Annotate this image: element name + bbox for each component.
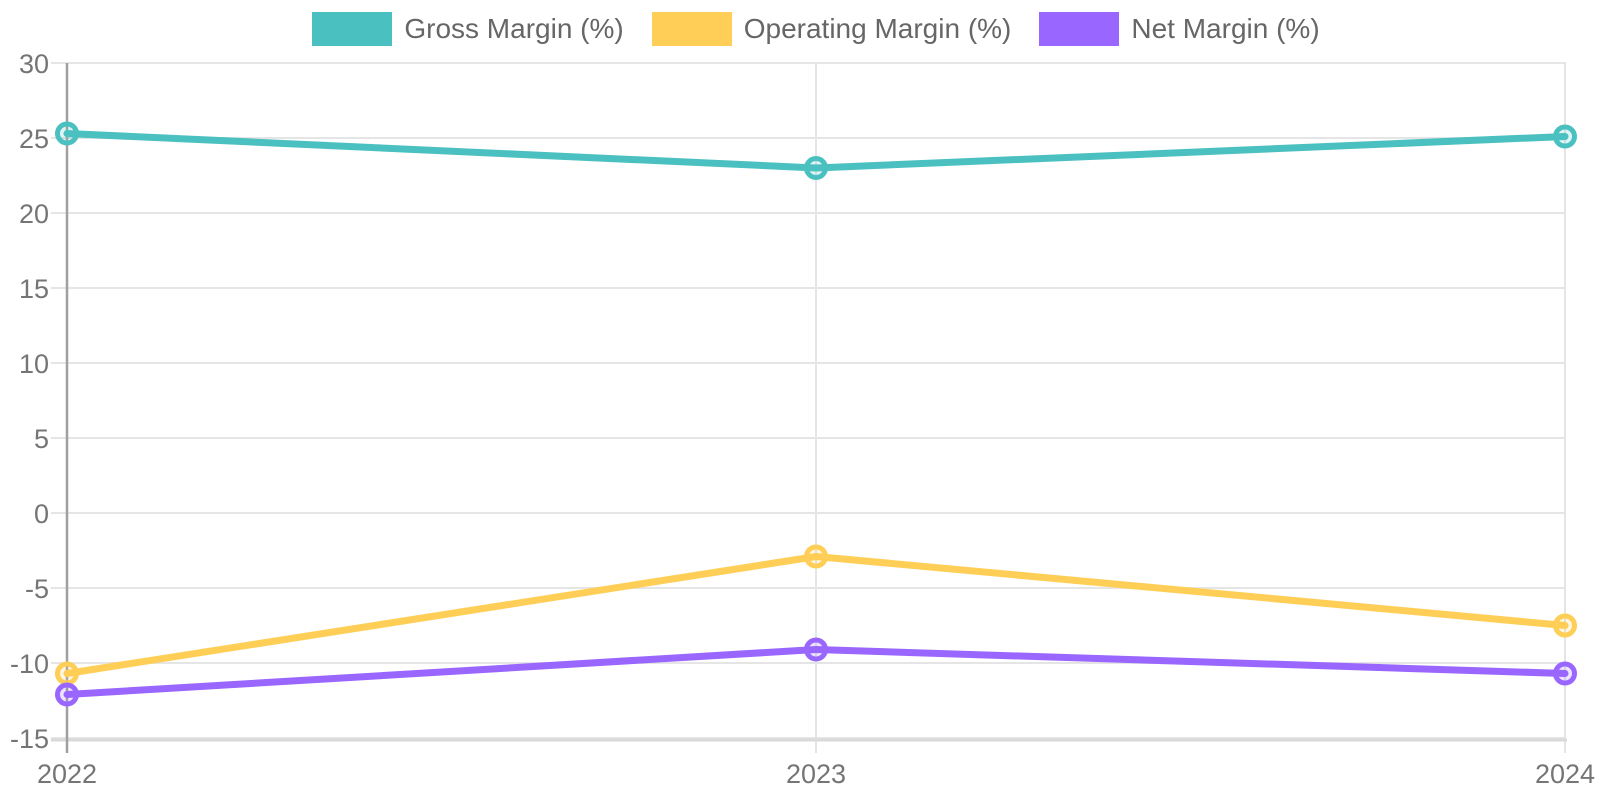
y-tick-label-20: 20 xyxy=(19,199,49,229)
data-point-gross-margin-2024[interactable] xyxy=(1553,124,1577,149)
data-point-net-margin-2023[interactable] xyxy=(804,637,828,662)
y-tick-label--5: -5 xyxy=(25,574,49,604)
legend-label-gross-margin: Gross Margin (%) xyxy=(404,13,624,44)
data-point-operating-margin-2024[interactable] xyxy=(1553,613,1577,638)
legend-label-operating-margin: Operating Margin (%) xyxy=(743,13,1012,44)
legend-swatch-net-margin xyxy=(1039,12,1120,46)
y-tick-label-5: 5 xyxy=(34,424,49,454)
legend-item-gross-margin[interactable]: Gross Margin (%) xyxy=(312,12,624,46)
series-line-net-margin xyxy=(63,646,1569,698)
data-point-net-margin-2024[interactable] xyxy=(1553,661,1577,686)
series-line-gross-margin xyxy=(63,130,1569,172)
data-point-operating-margin-2022[interactable] xyxy=(55,661,79,686)
y-tick-label-10: 10 xyxy=(19,349,49,379)
data-point-gross-margin-2022[interactable] xyxy=(55,121,79,146)
legend-item-operating-margin[interactable]: Operating Margin (%) xyxy=(651,12,1012,46)
legend-item-net-margin[interactable]: Net Margin (%) xyxy=(1039,12,1320,46)
series-line-operating-margin xyxy=(63,553,1569,677)
legend-swatch-operating-margin xyxy=(651,12,732,46)
data-point-gross-margin-2023[interactable] xyxy=(804,156,828,180)
y-tick-label-0: 0 xyxy=(34,499,49,529)
y-tick-label-25: 25 xyxy=(19,124,49,154)
y-tick-label-30: 30 xyxy=(19,49,49,79)
x-tick-label-2022: 2022 xyxy=(37,759,97,789)
legend-label-net-margin: Net Margin (%) xyxy=(1131,13,1320,44)
data-point-net-margin-2022[interactable] xyxy=(55,682,79,707)
data-point-operating-margin-2023[interactable] xyxy=(804,544,828,569)
y-tick-label-15: 15 xyxy=(19,274,49,304)
legend-swatch-gross-margin xyxy=(312,12,393,46)
y-tick-label--15: -15 xyxy=(10,724,49,754)
chart-legend: Gross Margin (%) Operating Margin (%) Net … xyxy=(0,12,1600,46)
x-tick-label-2024: 2024 xyxy=(1535,759,1595,789)
y-tick-label--10: -10 xyxy=(10,649,49,679)
x-tick-label-2023: 2023 xyxy=(786,759,846,789)
